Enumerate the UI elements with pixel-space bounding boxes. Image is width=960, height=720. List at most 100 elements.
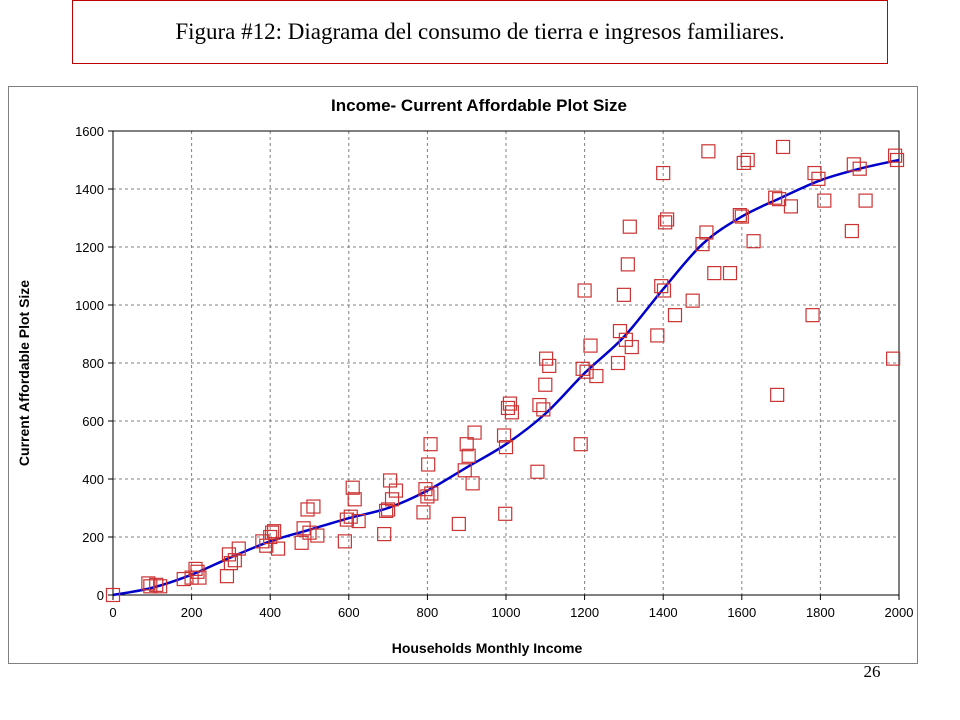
data-point xyxy=(817,193,832,208)
data-point xyxy=(846,157,861,172)
data-point xyxy=(184,570,199,585)
data-point xyxy=(141,576,156,591)
data-point xyxy=(379,503,394,518)
y-tick-label: 600 xyxy=(82,414,104,429)
x-tick-label: 1400 xyxy=(649,605,678,620)
data-point xyxy=(734,209,749,224)
trend-curve-group xyxy=(112,158,900,597)
data-point xyxy=(579,364,594,379)
x-axis-label: Households Monthly Income xyxy=(392,640,583,656)
y-tick-label: 200 xyxy=(82,530,104,545)
data-point xyxy=(420,489,435,504)
data-point xyxy=(421,457,436,472)
data-point xyxy=(740,152,755,168)
data-point xyxy=(143,579,158,594)
data-point xyxy=(530,464,545,479)
data-point xyxy=(772,192,787,207)
data-point xyxy=(667,308,683,323)
data-point xyxy=(377,527,392,542)
data-point xyxy=(577,283,592,298)
data-point xyxy=(532,397,547,413)
axis-ticks: 0 200 400 600 800 1000 1200 1400 1600 1800 2000 0 20… xyxy=(75,124,913,620)
slide-caption-text: Figura #12: Diagrama del consumo de tier… xyxy=(175,19,785,44)
data-point xyxy=(805,308,820,323)
data-point xyxy=(658,215,673,230)
y-tick-label: 400 xyxy=(82,472,104,487)
data-point xyxy=(153,579,168,594)
data-point xyxy=(886,351,901,366)
data-point xyxy=(188,561,203,576)
data-point xyxy=(176,571,191,587)
data-point xyxy=(451,516,466,532)
data-point xyxy=(536,402,551,417)
data-point xyxy=(219,569,235,584)
data-point xyxy=(654,279,669,294)
data-point xyxy=(465,476,480,491)
data-point xyxy=(612,324,628,339)
data-point xyxy=(542,358,557,373)
data-point xyxy=(459,437,474,452)
data-point xyxy=(616,287,632,302)
data-point xyxy=(384,492,400,507)
data-point xyxy=(768,190,783,205)
data-point xyxy=(381,502,396,517)
data-point xyxy=(337,534,352,549)
chart-frame: Income- Current Affordable Plot Size 0 20… xyxy=(8,86,918,664)
data-point xyxy=(255,534,270,549)
data-point xyxy=(457,463,472,478)
data-point xyxy=(622,219,637,234)
data-point xyxy=(223,556,238,571)
data-point xyxy=(306,499,321,514)
data-point xyxy=(265,525,280,540)
x-tick-label: 400 xyxy=(259,605,281,620)
data-point xyxy=(852,161,867,176)
data-point xyxy=(105,587,121,603)
data-point xyxy=(650,328,665,343)
data-point xyxy=(496,428,512,443)
data-point xyxy=(807,165,822,181)
data-point xyxy=(858,193,873,208)
slide-caption: Figura #12: Diagrama del consumo de tier… xyxy=(72,0,888,64)
x-tick-label: 200 xyxy=(181,605,203,620)
data-point xyxy=(770,387,785,402)
page-number: 26 xyxy=(863,662,881,681)
data-point xyxy=(192,570,207,585)
data-point xyxy=(461,448,476,463)
data-point xyxy=(231,541,246,556)
x-tick-label: 1600 xyxy=(727,605,756,620)
data-point xyxy=(502,396,518,411)
data-point xyxy=(345,480,360,495)
data-point xyxy=(294,535,309,550)
chart-title: Income- Current Affordable Plot Size xyxy=(331,96,627,115)
data-point xyxy=(339,512,354,527)
data-point xyxy=(300,502,315,517)
data-point xyxy=(538,351,554,366)
data-point xyxy=(656,165,671,181)
y-tick-label: 0 xyxy=(97,588,104,603)
data-point xyxy=(423,437,438,452)
data-point xyxy=(736,155,751,171)
data-point xyxy=(538,377,553,392)
data-point xyxy=(498,440,514,455)
data-point xyxy=(660,212,675,227)
x-tick-label: 800 xyxy=(417,605,439,620)
data-point xyxy=(351,513,366,529)
data-point xyxy=(624,339,639,355)
data-point xyxy=(656,283,672,298)
data-point xyxy=(498,506,513,521)
y-tick-label: 1400 xyxy=(75,182,104,197)
data-point xyxy=(296,521,311,536)
x-tick-label: 2000 xyxy=(885,605,914,620)
data-point xyxy=(270,541,286,556)
data-point xyxy=(302,525,317,540)
data-point xyxy=(589,368,604,384)
data-point xyxy=(221,547,237,562)
data-point xyxy=(149,577,164,592)
y-tick-label: 1200 xyxy=(75,240,104,255)
x-tick-label: 1800 xyxy=(806,605,835,620)
data-point xyxy=(583,338,598,353)
scatter-points xyxy=(105,139,905,603)
grid-lines xyxy=(113,131,899,595)
data-point xyxy=(263,529,278,545)
y-tick-label: 1000 xyxy=(75,298,104,313)
